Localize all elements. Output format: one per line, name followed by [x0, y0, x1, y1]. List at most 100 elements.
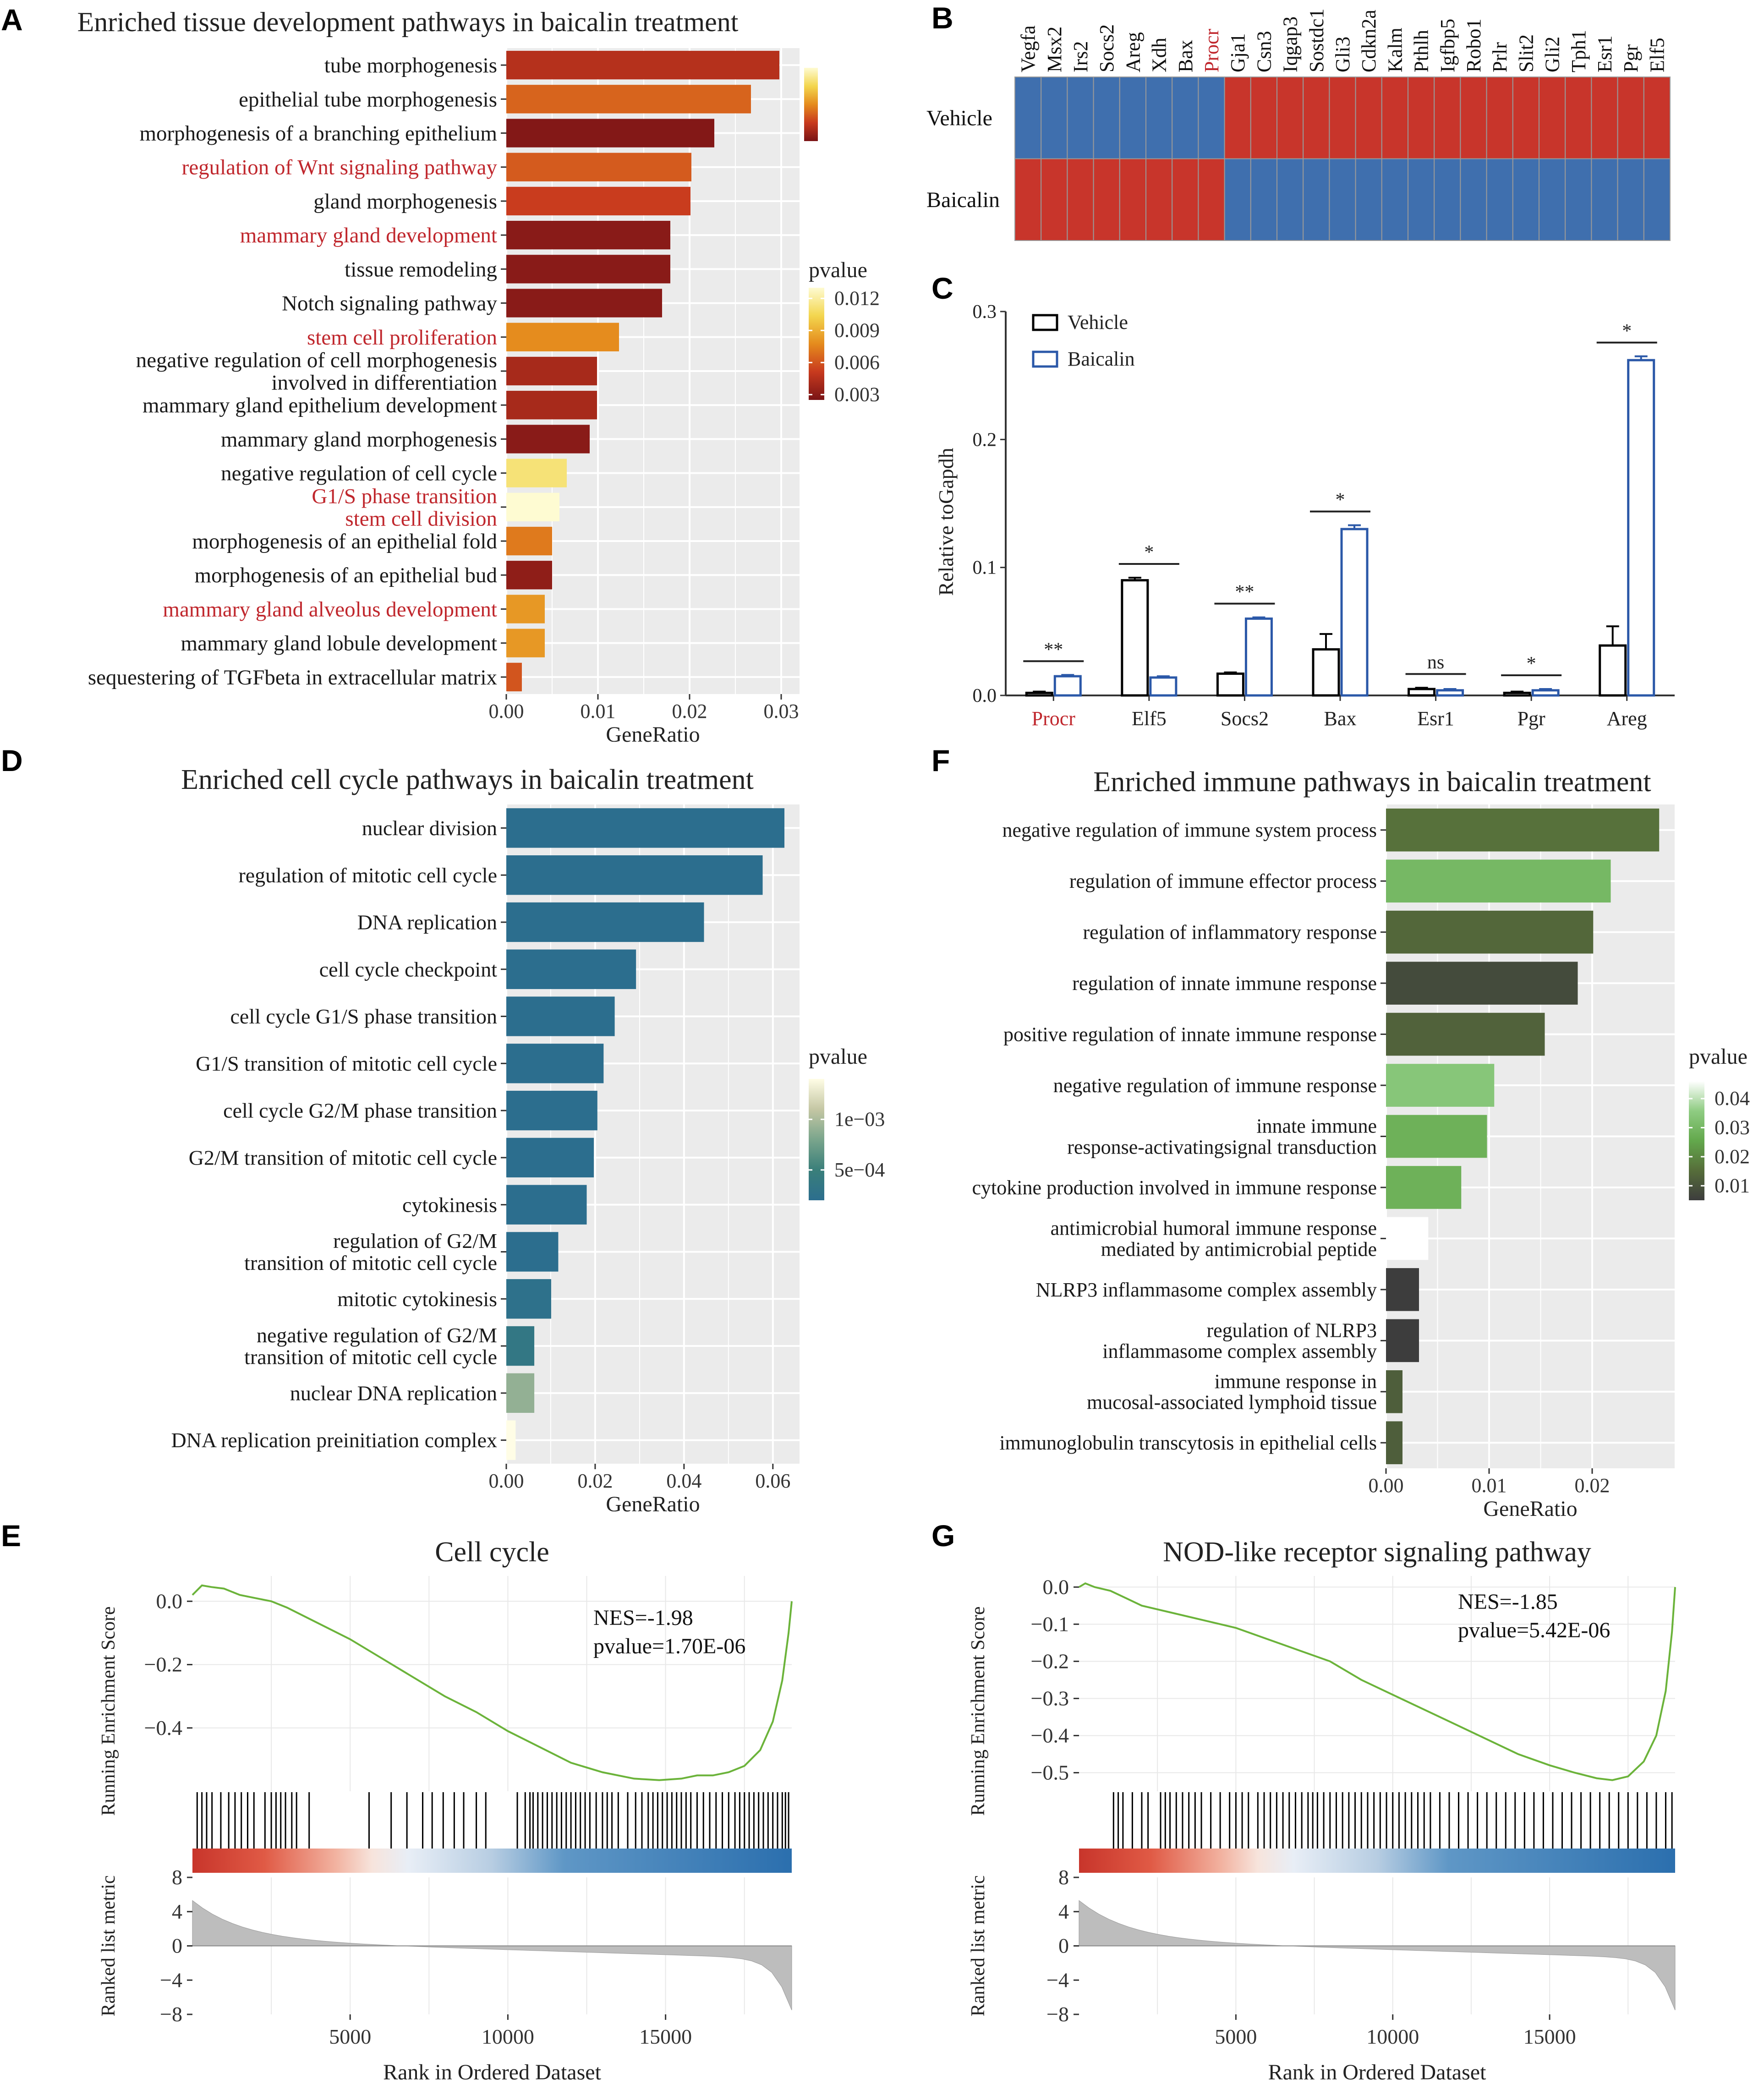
bar — [506, 85, 751, 114]
heatmap-row-label: Vehicle — [926, 106, 992, 130]
chart-title: Enriched cell cycle pathways in baicalin… — [181, 764, 754, 795]
category-label-line: regulation of NLRP3 — [1206, 1319, 1377, 1341]
heatmap-cell — [1145, 158, 1173, 241]
x-axis-label: GeneRatio — [1483, 1497, 1577, 1521]
heatmap-column-label: Bax — [1174, 40, 1197, 72]
legend-label: 0.012 — [834, 287, 880, 309]
category-label-line: regulation of immune effector process — [1069, 870, 1377, 892]
x-tick-label: 15000 — [1523, 2025, 1576, 2048]
x-tick-label: 0.00 — [489, 700, 524, 722]
bar — [506, 391, 597, 420]
metric-y-axis-label: Ranked list metric — [968, 1876, 989, 2017]
heatmap-cell — [1565, 77, 1592, 159]
category-label: stem cell proliferation — [307, 326, 497, 350]
category-label-line: G1/S phase transition — [312, 484, 497, 508]
category-label: regulation of inflammatory response — [1083, 921, 1377, 944]
heatmap-cell — [1250, 77, 1278, 159]
heatmap-column-label: Iqgap3 — [1279, 16, 1302, 72]
category-label-line: gland morphogenesis — [313, 190, 497, 213]
bar — [506, 323, 619, 351]
heatmap-cell — [1014, 158, 1042, 241]
heatmap-column-label: Tph1 — [1567, 30, 1590, 72]
bar — [1531, 689, 1560, 697]
heatmap-column-label: Elf5 — [1646, 38, 1668, 72]
y-tick-label: 0.2 — [973, 429, 997, 450]
bar — [506, 1232, 559, 1272]
heatmap-column-label: Gli3 — [1331, 37, 1354, 72]
legend-title: pvalue — [809, 1045, 867, 1069]
category-label: cytokinesis — [402, 1193, 497, 1216]
bar — [1121, 579, 1149, 697]
y-tick-label: 0.0 — [156, 1589, 183, 1613]
category-label-line: mediated by antimicrobial peptide — [1101, 1238, 1377, 1260]
heatmap-cell — [1381, 77, 1409, 159]
legend-label: 0.006 — [834, 351, 880, 373]
bar — [506, 1185, 587, 1225]
heatmap-cell — [1486, 77, 1513, 159]
panel-label-f: F — [931, 744, 950, 777]
category-label-line: G1/S transition of mitotic cell cycle — [196, 1052, 497, 1075]
bar — [506, 220, 670, 250]
bar — [506, 119, 714, 148]
bar — [506, 50, 779, 80]
panel-a-enrichment-chart: Enriched tissue development pathways in … — [77, 7, 880, 747]
x-tick-label: 0.06 — [755, 1470, 790, 1492]
category-label: mitotic cytokinesis — [337, 1287, 497, 1311]
category-label-line: regulation of G2/M — [333, 1229, 497, 1253]
category-label-line: mucosal-associated lymphoid tissue — [1087, 1391, 1377, 1414]
legend-label: 0.02 — [1715, 1145, 1750, 1168]
heatmap-cell — [1329, 77, 1356, 159]
bar — [1386, 859, 1611, 903]
heatmap-row-label: Baicalin — [926, 188, 1000, 212]
bar — [506, 425, 590, 454]
heatmap-cell — [1198, 158, 1225, 241]
category-label: mammary gland epithelium development — [142, 394, 497, 417]
category-label-line: cell cycle G1/S phase transition — [230, 1005, 497, 1028]
category-label: regulation of innate immune response — [1072, 972, 1377, 995]
category-label-line: sequestering of TGFbeta in extracellular… — [88, 666, 497, 689]
heatmap-column-label: Igfbp5 — [1436, 19, 1459, 72]
bar — [1386, 1370, 1402, 1413]
bar — [506, 1420, 516, 1460]
category-label-line: stem cell proliferation — [307, 326, 497, 350]
category-label-line: G2/M transition of mitotic cell cycle — [189, 1146, 497, 1170]
bar — [1386, 1115, 1487, 1158]
panel-label-a: A — [1, 3, 23, 37]
heatmap-cell — [1460, 158, 1487, 241]
x-tick-label: 10000 — [1366, 2025, 1419, 2048]
chart-title: Cell cycle — [435, 1537, 549, 1568]
category-label-line: regulation of innate immune response — [1072, 972, 1377, 995]
bar — [506, 526, 552, 556]
category-label-line: immune response in — [1215, 1370, 1377, 1393]
heatmap-column-label: Areg — [1122, 32, 1144, 72]
bar — [506, 459, 567, 487]
panel-label-g: G — [931, 1519, 955, 1553]
heatmap-cell — [1303, 77, 1330, 159]
bar — [506, 1044, 604, 1083]
category-label-line: negative regulation of immune response — [1053, 1074, 1377, 1097]
heatmap-column-label: Cdkn2a — [1358, 10, 1380, 72]
bar — [506, 356, 597, 386]
x-tick-label: Pgr — [1517, 707, 1545, 730]
x-tick-label: Elf5 — [1132, 707, 1167, 730]
category-label: morphogenesis of an epithelial bud — [195, 563, 497, 587]
heatmap-cell — [1617, 158, 1644, 241]
category-label-line: transition of mitotic cell cycle — [244, 1251, 497, 1274]
y-tick-label: −0.4 — [144, 1716, 182, 1739]
heatmap-column-label: Irs2 — [1069, 41, 1092, 72]
legend-colorbar — [809, 288, 824, 400]
heatmap-cell — [1172, 158, 1199, 241]
category-label: negative regulation of cell cycle — [221, 462, 497, 486]
category-label: immunoglobulin transcytosis in epithelia… — [999, 1432, 1377, 1454]
heatmap-column-label: Xdh — [1148, 38, 1171, 72]
heatmap-column-label: Gja1 — [1227, 33, 1249, 72]
heatmap-cell — [1014, 77, 1042, 159]
pvalue-annotation: pvalue=5.42E-06 — [1458, 1618, 1610, 1642]
metric-y-tick-label: 0 — [172, 1934, 182, 1958]
pvalue-annotation: pvalue=1.70E-06 — [593, 1634, 745, 1658]
bar — [1340, 528, 1369, 697]
bar — [506, 561, 552, 590]
bar — [1386, 1421, 1402, 1465]
x-axis-label: GeneRatio — [606, 722, 700, 747]
category-label-line: regulation of Wnt signaling pathway — [182, 156, 498, 180]
